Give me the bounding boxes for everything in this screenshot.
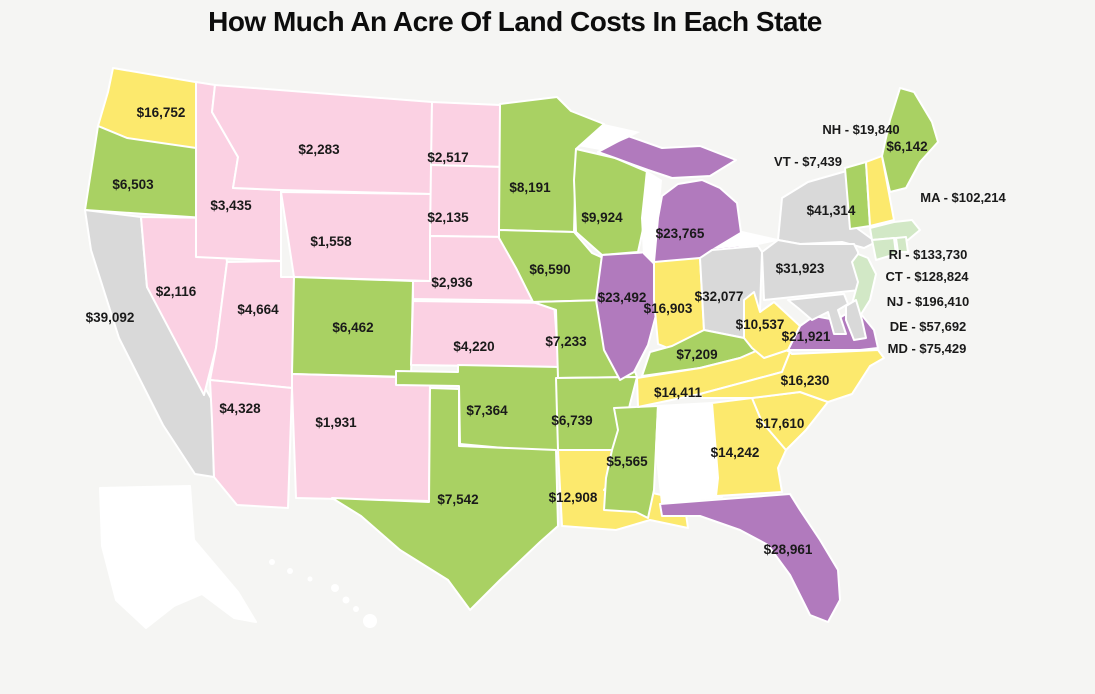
side-callout-labels: NH - $19,840 VT - $7,439 MA - $102,214 R… [774,122,1006,356]
state-MI-upper-shape [597,135,737,179]
state-AK-aleutian-island [307,576,313,582]
label-WY: $1,558 [310,234,352,249]
label-IN: $16,903 [644,301,693,316]
state-value-labels: $16,752 $6,503 $39,092 $2,116 $3,435 $2,… [86,105,928,557]
side-label-NJ: NJ - $196,410 [887,294,969,309]
side-label-DE: DE - $57,692 [890,319,967,334]
label-CO: $6,462 [332,320,373,335]
side-label-MD: MD - $75,429 [888,341,967,356]
label-OH: $32,077 [695,289,744,304]
label-UT: $4,664 [237,302,279,317]
state-PA-shape [761,239,861,301]
label-GA: $14,242 [711,445,760,460]
label-VA: $21,921 [782,329,831,344]
label-NC: $16,230 [781,373,830,388]
label-CA: $39,092 [86,310,135,325]
label-ND: $2,517 [427,150,468,165]
side-label-MA: MA - $102,214 [920,190,1006,205]
label-NM: $1,931 [315,415,357,430]
state-WV-shape [743,291,801,359]
label-KS: $4,220 [453,339,494,354]
state-HI-island [331,584,339,592]
label-WA: $16,752 [137,105,186,120]
label-TN: $14,411 [654,385,703,400]
label-NV: $2,116 [156,284,197,299]
state-HI-island [363,614,377,628]
state-NC-shape [699,349,885,403]
state-TX-shape [331,387,559,611]
label-IA: $6,590 [529,262,570,277]
label-NE: $2,936 [431,275,473,290]
state-AK-aleutian-island [287,568,293,574]
label-IL: $23,492 [598,290,647,305]
state-CT-shape [871,237,897,261]
state-MT-shape [211,84,433,195]
label-ME: $6,142 [886,139,927,154]
label-ID: $3,435 [210,198,252,213]
side-label-CT: CT - $128,824 [885,269,969,284]
lake-superior [578,124,640,150]
state-DE-shape [845,299,867,341]
state-AK-shape [99,485,257,629]
label-NY: $41,314 [807,203,856,218]
state-AZ-shape [209,379,293,509]
chart-title: How Much An Acre Of Land Costs In Each S… [208,6,822,37]
label-KY: $7,209 [676,347,717,362]
state-HI-island [353,606,359,612]
state-SD-shape [429,164,507,238]
state-KS-shape [410,300,560,368]
label-WI: $9,924 [581,210,623,225]
label-MS: $5,565 [606,454,648,469]
label-TX: $7,542 [437,492,478,507]
label-FL: $28,961 [764,542,813,557]
label-SD: $2,135 [427,210,469,225]
state-NH-shape [865,155,895,227]
state-HI-island [342,596,350,604]
side-label-VT: VT - $7,439 [774,154,842,169]
great-lakes [578,124,782,264]
label-AZ: $4,328 [219,401,261,416]
state-WY-shape [280,191,432,282]
state-AK-aleutian-island [269,559,275,565]
label-MO: $7,233 [545,334,587,349]
state-ME-shape [881,87,939,193]
side-label-RI: RI - $133,730 [889,247,968,262]
state-shapes [84,67,939,629]
label-SC: $17,610 [756,416,805,431]
label-OK: $7,364 [466,403,508,418]
state-NM-shape [291,373,431,502]
label-AR: $6,739 [551,413,592,428]
lake-michigan [641,170,662,264]
label-PA: $31,923 [776,261,825,276]
lake-erie [712,231,782,249]
label-LA: $12,908 [549,490,598,505]
state-MD-shape [787,293,849,335]
label-MN: $8,191 [509,180,551,195]
state-RI-shape [895,236,909,253]
label-MT: $2,283 [298,142,340,157]
label-WV: $10,537 [736,317,785,332]
state-FL-shape [659,493,841,623]
label-OR: $6,503 [112,177,154,192]
side-label-NH: NH - $19,840 [822,122,899,137]
label-MI: $23,765 [656,226,705,241]
